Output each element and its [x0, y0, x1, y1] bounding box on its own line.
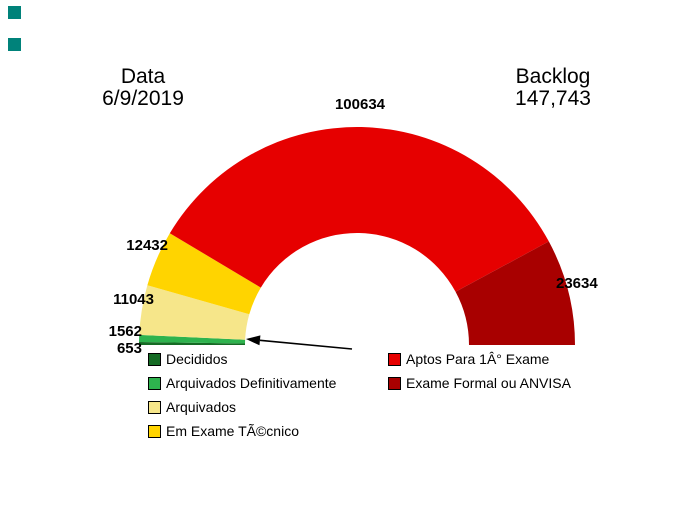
legend-label-decididos: Decididos	[166, 351, 228, 367]
legend-item-aptos-para-1-exame[interactable]: Aptos Para 1Â° Exame	[388, 351, 549, 367]
gauge-segment-4[interactable]	[169, 126, 549, 292]
value-label-exame-formal: 23634	[556, 275, 598, 292]
gauge-segment-3[interactable]	[147, 233, 261, 315]
gauge-segment-5[interactable]	[455, 241, 575, 345]
value-label-arquivados: 11043	[113, 291, 154, 308]
legend-item-em-exame-tecnico[interactable]: Em Exame TÃ©cnico	[148, 423, 299, 439]
legend-label-arquivados-definitivamente: Arquivados Definitivamente	[166, 375, 337, 391]
legend-swatch-decididos	[148, 352, 161, 366]
gauge-segment-0[interactable]	[139, 342, 246, 345]
legend-item-arquivados-definitivamente[interactable]: Arquivados Definitivamente	[148, 375, 336, 391]
legend-item-decididos[interactable]: Decididos	[148, 351, 227, 367]
legend-label-arquivados: Arquivados	[166, 399, 237, 415]
gauge-segment-1[interactable]	[139, 334, 246, 344]
legend-swatch-exame-formal-ou-anvisa	[388, 376, 401, 390]
backlog-label: Backlog	[515, 65, 591, 88]
legend-label-em-exame-tecnico: Em Exame TÃ©cnico	[166, 423, 299, 439]
date-value: 6/9/2019	[102, 87, 184, 110]
corner-marker-square-2	[8, 38, 21, 51]
legend-item-exame-formal-ou-anvisa[interactable]: Exame Formal ou ANVISA	[388, 375, 571, 391]
value-label-aptos: 100634	[334, 96, 386, 113]
legend-swatch-arquivados	[148, 400, 161, 414]
date-label: Data	[120, 65, 166, 88]
legend-swatch-aptos-para-1-exame	[388, 352, 401, 366]
corner-marker-square-1	[8, 6, 21, 19]
value-label-em-exame: 12432	[126, 237, 168, 254]
legend-label-aptos-para-1-exame: Aptos Para 1Â° Exame	[406, 351, 550, 367]
legend-swatch-arquivados-definitivamente	[148, 376, 161, 390]
value-label-arq-def: 1562	[108, 323, 142, 340]
backlog-value: 147,743	[515, 87, 591, 110]
legend-item-arquivados[interactable]: Arquivados	[148, 399, 236, 415]
legend-label-exame-formal-ou-anvisa: Exame Formal ou ANVISA	[406, 375, 571, 391]
legend-swatch-em-exame-tecnico	[148, 424, 161, 438]
annotation-arrow-line	[259, 339, 353, 350]
gauge-segment-2[interactable]	[139, 285, 250, 340]
value-label-decididos: 653	[116, 340, 142, 357]
annotation-arrow-head	[246, 335, 261, 346]
